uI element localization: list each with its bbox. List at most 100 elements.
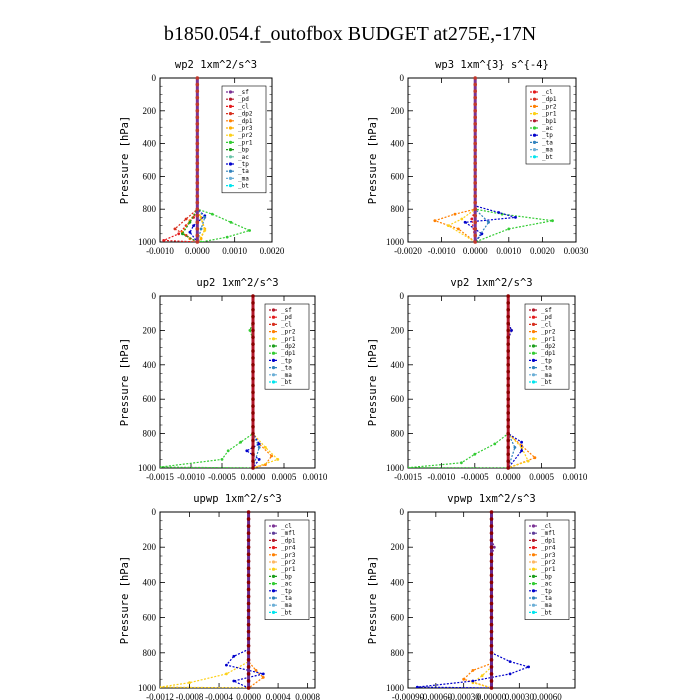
legend-label: _bp1 [542,118,557,125]
legend-label: _dp2 [238,111,253,118]
x-tick-label: 0.0000 [185,246,210,256]
x-tick-label: -0.0005 [461,472,489,482]
zero-profile-marker [246,658,251,662]
legend-label: _pr4 [541,545,556,552]
legend-label: _pd [541,314,552,321]
legend-label: _pr3 [281,552,296,559]
x-tick-label: -0.0012 [146,692,174,700]
series-point [527,665,530,669]
zero-profile-marker [251,356,255,360]
legend-marker [531,337,536,341]
series-point [210,212,214,216]
chart-panel-1: wp2 1xm^2/s^3 0 200 400 600 800 1000-0.0010 0.0… [119,59,285,256]
legend-label: _ac [541,581,552,588]
zero-profile-marker [195,227,200,231]
zero-profile-marker [246,559,251,564]
legend-marker [271,366,276,370]
legend-marker [271,531,276,535]
series-point [225,672,228,676]
series-point [232,679,236,683]
legend-label: _pr3 [238,125,253,132]
series-point [232,654,236,658]
zero-profile-marker [195,181,200,185]
legend: _cl_mfl_dp1_pr4_pr3_pr2_pr1_bp_ac_tp_ta_… [264,519,310,620]
legend-marker [271,589,276,593]
chart-panel-2: wp3 1xm^{3} s^{-4}02004006008001000-0.00… [367,59,589,256]
zero-profile-marker [195,154,200,159]
series-point [257,446,261,449]
series-line-dp1 [160,296,254,468]
legend-label: _pr4 [281,545,296,552]
series-point [526,459,530,463]
zero-profile-marker [246,531,251,535]
legend-marker [532,97,537,101]
zero-profile-marker [251,424,255,429]
zero-profile-marker [506,424,511,429]
zero-profile-marker [473,135,478,139]
series-line-pr1 [160,512,250,688]
legend-label: _pr1 [281,336,296,343]
x-tick-label: -0.00030 [448,692,481,700]
x-tick-label: 0.0005 [529,472,554,482]
zero-profile-marker [506,321,511,326]
legend-marker [531,553,536,557]
zero-profile-marker [506,445,511,450]
zero-profile-marker [489,686,494,690]
x-tick-label: -0.00060 [420,692,453,700]
legend-label: _cl [281,523,292,530]
legend-label: _cl [238,103,249,110]
series-point [492,545,496,549]
zero-profile-marker [251,397,255,402]
zero-profile-marker [195,135,200,139]
legend-marker [271,574,276,579]
legend-marker [532,90,537,94]
zero-profile-marker [246,672,251,676]
legend-marker [531,531,536,535]
legend-marker [271,546,276,550]
zero-profile-marker [506,411,511,415]
panel-title: vpwp 1xm^2/s^3 [447,493,536,505]
zero-profile-marker [246,629,251,634]
zero-profile-marker [506,397,511,402]
y-tick-label: 600 [143,613,157,623]
series-point [184,217,188,221]
legend-label: _dp1 [281,537,296,544]
legend-marker [531,322,536,326]
legend-label: _tp [541,588,552,595]
zero-profile-marker [473,95,478,100]
zero-profile-marker [195,168,200,172]
series-point [497,211,501,214]
zero-profile-marker [489,672,494,676]
legend-label: _pr2 [541,329,556,336]
series-point [188,220,192,224]
zero-profile-marker [251,301,255,305]
series-point [508,672,512,676]
zero-profile-marker [489,658,494,662]
x-tick-label: -0.0010 [428,472,456,482]
x-tick-label: 0.0020 [260,246,285,256]
series-point [514,216,517,219]
zero-profile-marker [246,686,251,690]
legend-label: _dp1 [542,96,557,103]
legend-label: _bt [281,609,292,616]
y-axis-label: Pressure [hPa] [119,338,131,427]
legend-marker [271,610,276,615]
x-tick-label: -0.0008 [176,692,204,700]
series-point [460,217,464,221]
legend-marker [271,358,276,362]
zero-profile-marker [246,608,251,613]
series-point [463,220,467,224]
series-line-bp [181,78,198,242]
x-tick-label: -0.0005 [208,472,236,482]
zero-profile-marker [195,95,200,100]
series-point [473,452,477,456]
legend-marker [228,126,233,130]
legend-label: _pr1 [281,566,296,573]
legend-label: _dp2 [281,343,296,350]
legend-marker [532,104,537,108]
zero-profile-marker [489,679,494,683]
series-line-pr2 [433,78,476,242]
zero-profile-marker [195,89,200,93]
legend-label: _pr1 [541,336,556,343]
y-tick-label: 600 [391,613,405,623]
